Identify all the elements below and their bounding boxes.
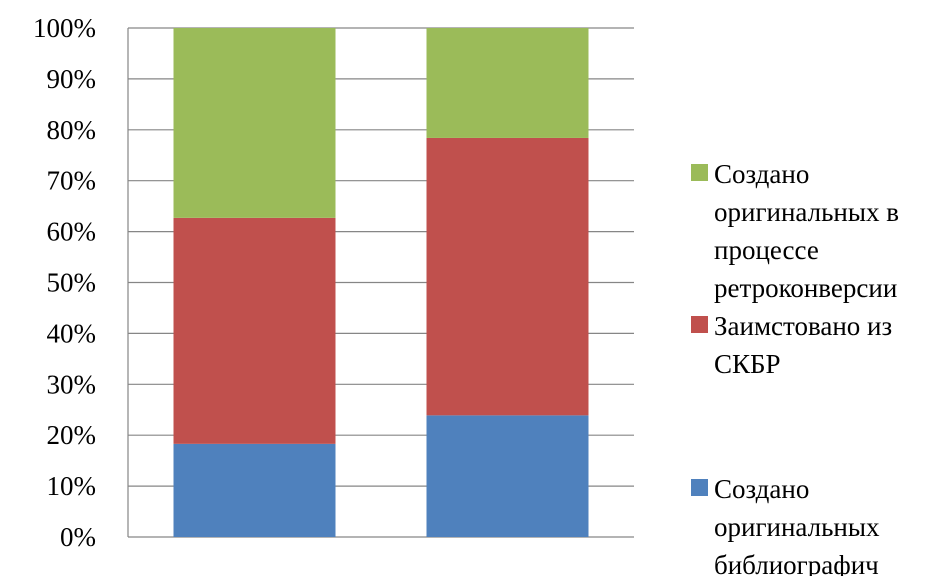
- legend-entry: Создано оригинальных библиографич: [714, 474, 880, 576]
- legend-swatch: [691, 164, 708, 181]
- legend-swatch: [691, 316, 708, 333]
- legend-entry: Создано оригинальных в процессе ретроконвер…: [714, 159, 899, 303]
- y-tick-label: 50%: [47, 268, 97, 298]
- bar-segment: [426, 415, 589, 537]
- y-tick-labels: 0% 10% 20% 30% 40% 50% 60% 70% 80% 90% 100%: [33, 13, 96, 552]
- y-tick-label: 40%: [47, 318, 97, 348]
- bar-segment: [173, 28, 336, 218]
- y-tick-label: 60%: [47, 217, 97, 247]
- y-tick-label: 100%: [33, 13, 96, 43]
- y-tick-label: 90%: [47, 64, 97, 94]
- y-tick-label: 20%: [47, 420, 97, 450]
- y-tick-label: 70%: [47, 166, 97, 196]
- bars: [173, 28, 589, 537]
- y-tick-label: 0%: [60, 522, 96, 552]
- legend-swatch: [691, 479, 708, 496]
- y-tick-label: 10%: [47, 471, 97, 501]
- bar-segment: [173, 217, 336, 444]
- bar-segment: [426, 28, 589, 138]
- y-tick-label: 80%: [47, 115, 97, 145]
- legend: Создано оригинальных в процессе ретроконвер…: [691, 159, 899, 576]
- y-tick-label: 30%: [47, 369, 97, 399]
- bar-segment: [426, 137, 589, 416]
- legend-entry: Заимстовано из СКБР: [714, 311, 892, 379]
- bar-segment: [173, 443, 336, 537]
